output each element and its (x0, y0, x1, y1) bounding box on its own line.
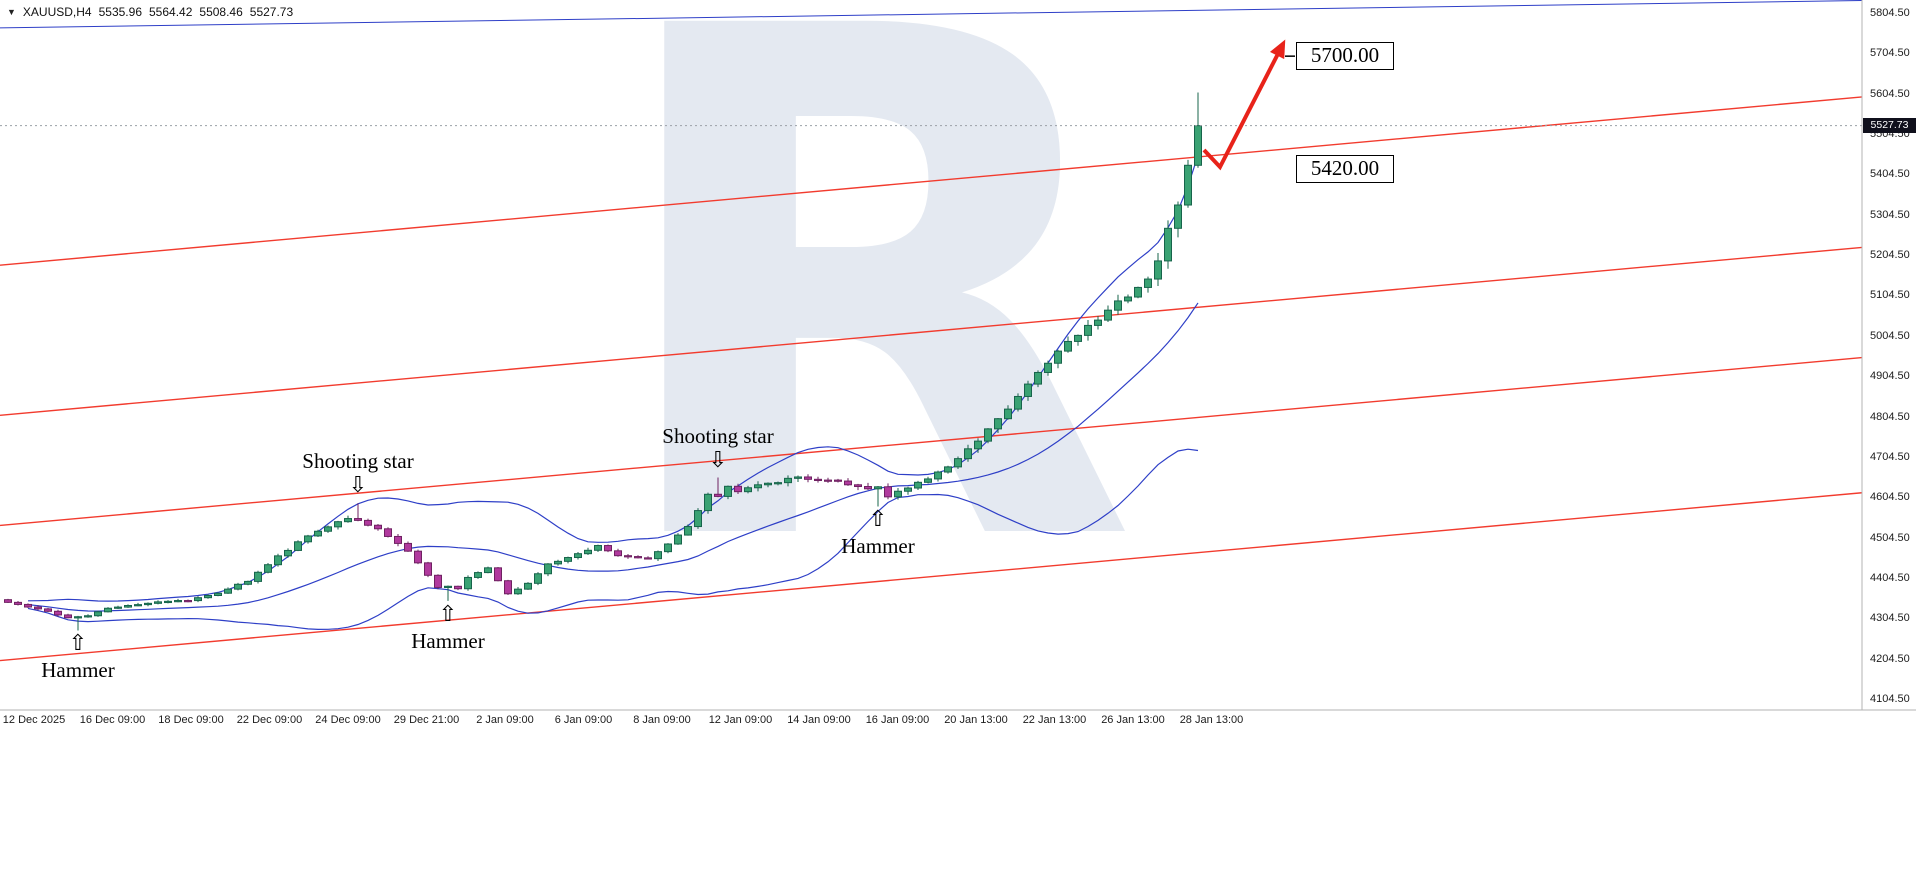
price-axis-label: 4304.50 (1870, 612, 1910, 625)
price-axis-label: 5704.50 (1870, 47, 1910, 60)
time-axis-label: 6 Jan 09:00 (554, 714, 613, 726)
pattern-annotation-label[interactable]: Hammer (841, 534, 915, 559)
arrow-down-icon[interactable]: ⇩ (348, 473, 368, 499)
current-price-tag: 5527.73 (1863, 118, 1916, 134)
symbol-dropdown-icon[interactable]: ▼ (7, 7, 16, 17)
price-axis-label: 4204.50 (1870, 652, 1910, 665)
arrow-up-icon[interactable]: ⇧ (868, 507, 888, 533)
price-axis-label: 4804.50 (1870, 410, 1910, 423)
time-axis-label: 12 Jan 09:00 (708, 714, 773, 726)
time-axis-label: 26 Jan 13:00 (1101, 714, 1165, 726)
arrow-up-icon[interactable]: ⇧ (68, 631, 88, 657)
time-axis-label: 12 Dec 2025 (2, 714, 66, 726)
bar-open-value: 5535.96 (98, 5, 142, 19)
arrow-down-icon[interactable]: ⇩ (708, 447, 728, 473)
time-axis-label: 24 Dec 09:00 (315, 714, 381, 726)
support-price-callout[interactable]: 5420.00 (1296, 155, 1394, 184)
target-price-callout[interactable]: 5700.00 (1296, 42, 1394, 71)
price-axis-label: 5004.50 (1870, 329, 1910, 342)
bar-low-value: 5508.46 (199, 5, 243, 19)
price-axis-label: 4404.50 (1870, 571, 1910, 584)
pattern-annotation-label[interactable]: Shooting star (662, 423, 774, 448)
price-axis-label: 4104.50 (1870, 692, 1910, 705)
time-axis-label: 20 Jan 13:00 (944, 714, 1008, 726)
time-axis-label: 16 Jan 09:00 (865, 714, 930, 726)
bar-close-value: 5527.73 (249, 5, 294, 19)
bollinger-bands[interactable] (27, 155, 1199, 631)
price-axis-label: 4704.50 (1870, 450, 1910, 463)
time-axis-label: 28 Jan 13:00 (1179, 714, 1244, 726)
time-axis-label: 8 Jan 09:00 (633, 714, 691, 726)
price-axis-label: 5304.50 (1870, 208, 1910, 221)
price-axis-label: 4904.50 (1870, 370, 1910, 383)
time-axis-label: 29 Dec 21:00 (393, 714, 460, 726)
arrow-up-icon[interactable]: ⇧ (438, 601, 458, 627)
pattern-annotation-label[interactable]: Hammer (41, 658, 115, 683)
price-axis-label: 5804.50 (1870, 7, 1910, 19)
price-axis-label: 4504.50 (1870, 531, 1910, 544)
price-axis-label: 4604.50 (1870, 491, 1910, 504)
time-axis-label: 18 Dec 09:00 (158, 714, 224, 726)
time-axis-label: 2 Jan 09:00 (476, 714, 534, 726)
upper-trendline[interactable] (0, 0, 1863, 29)
time-axis-label: 22 Dec 09:00 (236, 714, 303, 726)
symbol-timeframe-label: XAUUSD,H4 (22, 5, 92, 19)
time-axis-label: 16 Dec 09:00 (79, 714, 146, 726)
price-axis-label: 5604.50 (1870, 87, 1910, 100)
time-axis-label: 22 Jan 13:00 (1022, 714, 1087, 726)
price-axis-label: 5104.50 (1870, 289, 1910, 302)
bar-high-value: 5564.42 (149, 5, 193, 19)
symbol-info-bar: ▼ XAUUSD,H4 5535.96 5564.42 5508.46 5527… (7, 5, 293, 19)
trend-projection-arrow[interactable] (1202, 39, 1286, 171)
time-axis-label: 14 Jan 09:00 (787, 714, 851, 726)
price-axis-label: 5204.50 (1870, 249, 1910, 262)
candles-layer[interactable] (4, 92, 1202, 631)
pattern-annotation-label[interactable]: Hammer (411, 628, 485, 653)
price-axis-label: 5404.50 (1870, 168, 1910, 181)
channel-lines[interactable] (0, 96, 1863, 662)
pattern-annotation-label[interactable]: Shooting star (302, 449, 414, 474)
